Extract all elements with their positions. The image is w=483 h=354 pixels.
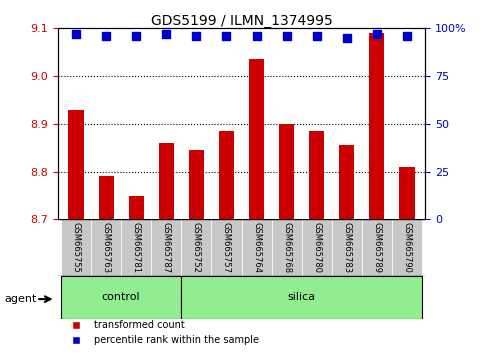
- FancyBboxPatch shape: [212, 219, 242, 276]
- Text: control: control: [102, 292, 141, 302]
- FancyBboxPatch shape: [392, 219, 422, 276]
- FancyBboxPatch shape: [61, 219, 91, 276]
- Bar: [399, 167, 414, 219]
- Bar: [249, 59, 264, 219]
- Bar: [309, 131, 324, 219]
- Point: [72, 31, 80, 37]
- FancyBboxPatch shape: [242, 219, 271, 276]
- Text: GSM665787: GSM665787: [162, 222, 171, 273]
- Text: GSM665789: GSM665789: [372, 222, 382, 273]
- Text: GSM665752: GSM665752: [192, 222, 201, 273]
- Text: GDS5199 / ILMN_1374995: GDS5199 / ILMN_1374995: [151, 14, 332, 28]
- Point: [343, 35, 351, 41]
- Bar: [189, 150, 204, 219]
- Bar: [159, 143, 174, 219]
- FancyBboxPatch shape: [181, 276, 422, 319]
- Point: [132, 33, 140, 39]
- Point: [193, 33, 200, 39]
- FancyBboxPatch shape: [151, 219, 181, 276]
- Text: GSM665790: GSM665790: [402, 222, 412, 273]
- Bar: [279, 124, 294, 219]
- FancyBboxPatch shape: [332, 219, 362, 276]
- Text: GSM665763: GSM665763: [101, 222, 111, 273]
- Text: GSM665755: GSM665755: [71, 222, 81, 273]
- FancyBboxPatch shape: [302, 219, 332, 276]
- Text: GSM665768: GSM665768: [282, 222, 291, 273]
- Bar: [69, 109, 84, 219]
- FancyBboxPatch shape: [362, 219, 392, 276]
- Point: [102, 33, 110, 39]
- Bar: [369, 33, 384, 219]
- Text: GSM665781: GSM665781: [132, 222, 141, 273]
- Text: agent: agent: [5, 294, 37, 304]
- Legend: transformed count, percentile rank within the sample: transformed count, percentile rank withi…: [63, 316, 263, 349]
- FancyBboxPatch shape: [181, 219, 212, 276]
- Point: [283, 33, 290, 39]
- Text: GSM665764: GSM665764: [252, 222, 261, 273]
- FancyBboxPatch shape: [61, 276, 181, 319]
- Bar: [128, 195, 144, 219]
- FancyBboxPatch shape: [91, 219, 121, 276]
- Point: [223, 33, 230, 39]
- FancyBboxPatch shape: [121, 219, 151, 276]
- Point: [313, 33, 321, 39]
- Point: [373, 31, 381, 37]
- Bar: [339, 145, 355, 219]
- Point: [403, 33, 411, 39]
- Bar: [99, 177, 114, 219]
- Bar: [219, 131, 234, 219]
- Text: GSM665783: GSM665783: [342, 222, 351, 273]
- Point: [162, 31, 170, 37]
- Text: GSM665757: GSM665757: [222, 222, 231, 273]
- Text: silica: silica: [287, 292, 316, 302]
- FancyBboxPatch shape: [271, 219, 302, 276]
- Point: [253, 33, 260, 39]
- Text: GSM665780: GSM665780: [312, 222, 321, 273]
